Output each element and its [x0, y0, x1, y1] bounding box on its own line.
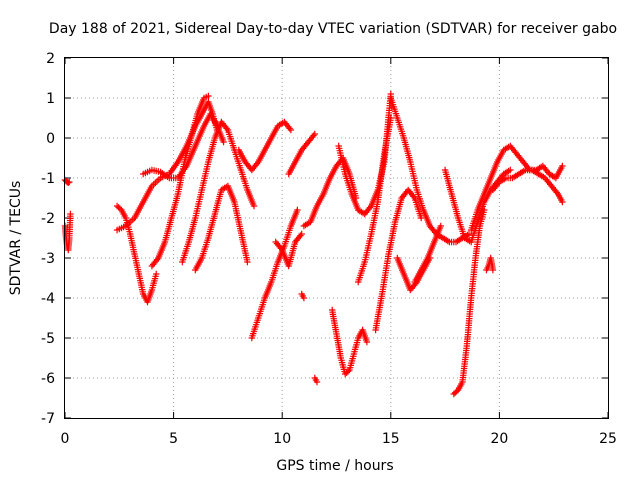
y-tick-label: -2	[41, 211, 55, 227]
series-arc19	[372, 186, 425, 334]
x-axis-label: GPS time / hours	[276, 458, 393, 474]
series-marks	[61, 90, 566, 398]
series-arc10	[248, 206, 301, 342]
series-arc18	[355, 114, 394, 286]
series-arc26	[489, 166, 566, 206]
plot-frame	[64, 57, 609, 419]
chart-title: Day 188 of 2021, Sidereal Day-to-day VTE…	[49, 21, 617, 37]
y-tick-label: 2	[46, 51, 55, 67]
grid	[65, 58, 608, 418]
series-arc7	[179, 118, 258, 266]
series-arc12	[285, 130, 318, 178]
y-axis-label: SDTVAR / TECUs	[8, 181, 24, 296]
y-tick-label: -5	[41, 331, 55, 347]
series-arc4	[113, 98, 221, 234]
series-arc6	[148, 92, 212, 270]
x-tick-label: 15	[382, 431, 400, 447]
series-arc8	[192, 182, 251, 274]
y-tick-label: -4	[41, 291, 55, 307]
series-arc3	[113, 202, 160, 306]
y-tick-label: -1	[41, 171, 55, 187]
series-arc25	[468, 142, 566, 234]
series-arc9	[235, 118, 295, 174]
y-tick-label: -6	[41, 371, 55, 387]
series-arc16	[329, 306, 371, 378]
x-tick-label: 0	[61, 431, 70, 447]
axis-ticks: 0 5 10 15 20 25 -7 -6 -5 -4 -3 -2 -1 0 1 2	[41, 51, 617, 447]
series-arc24	[450, 206, 488, 398]
series-arc14	[311, 374, 321, 386]
x-tick-label: 20	[490, 431, 508, 447]
x-tick-label: 25	[599, 431, 617, 447]
series-arc15	[298, 290, 308, 302]
series-arc27	[483, 254, 497, 274]
y-tick-label: 0	[46, 131, 55, 147]
y-tick-label: -7	[41, 411, 55, 427]
x-tick-label: 10	[273, 431, 291, 447]
y-tick-label: 1	[46, 91, 55, 107]
series-arc11	[272, 230, 305, 270]
series-arc2	[61, 210, 74, 254]
x-tick-label: 5	[169, 431, 178, 447]
series-arc22	[411, 222, 444, 286]
y-tick-label: -3	[41, 251, 55, 267]
